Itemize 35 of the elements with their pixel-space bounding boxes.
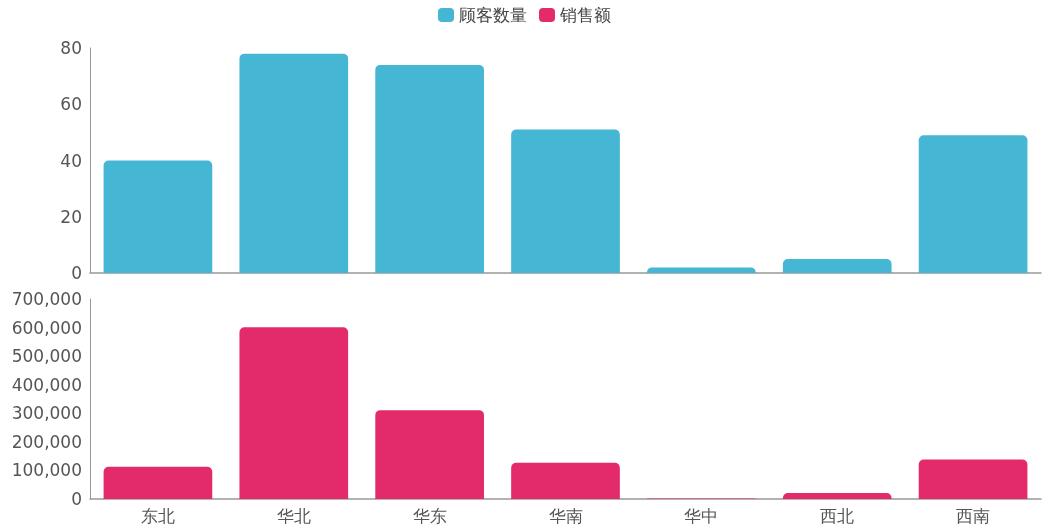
bar xyxy=(511,462,620,499)
y-tick-label: 400,000 xyxy=(11,374,82,395)
y-tick-label: 20 xyxy=(60,206,82,227)
x-tick-label: 华北 xyxy=(276,505,311,526)
y-tick-label: 0 xyxy=(71,263,82,283)
bar xyxy=(239,53,349,273)
bar xyxy=(782,258,892,273)
x-tick-label: 西北 xyxy=(820,505,855,526)
bar xyxy=(375,64,484,273)
bar xyxy=(375,410,484,499)
x-tick-label: 西南 xyxy=(956,505,991,526)
y-tick-label: 600,000 xyxy=(11,317,82,338)
y-tick-label: 700,000 xyxy=(11,289,82,309)
bar xyxy=(782,493,892,499)
y-tick-label: 100,000 xyxy=(11,460,82,481)
x-tick-label: 东北 xyxy=(140,505,175,526)
bar xyxy=(239,327,349,499)
y-tick-label: 80 xyxy=(60,38,82,58)
y-tick-label: 200,000 xyxy=(11,431,82,452)
x-tick-label: 华中 xyxy=(684,505,719,526)
y-tick-label: 0 xyxy=(71,489,82,509)
legend-label: 顾客数量 xyxy=(458,4,527,27)
bar xyxy=(103,160,213,273)
bar xyxy=(511,129,620,273)
y-tick-label: 60 xyxy=(60,94,82,115)
legend-label: 销售额 xyxy=(559,4,611,27)
bar xyxy=(647,267,756,273)
y-tick-label: 40 xyxy=(60,150,82,171)
y-tick-label: 500,000 xyxy=(11,346,82,367)
bar xyxy=(918,459,1028,499)
x-tick-label: 华东 xyxy=(412,505,447,526)
bar xyxy=(103,466,213,499)
y-tick-label: 300,000 xyxy=(11,403,82,424)
x-tick-label: 华南 xyxy=(548,505,583,526)
bar xyxy=(918,135,1028,273)
